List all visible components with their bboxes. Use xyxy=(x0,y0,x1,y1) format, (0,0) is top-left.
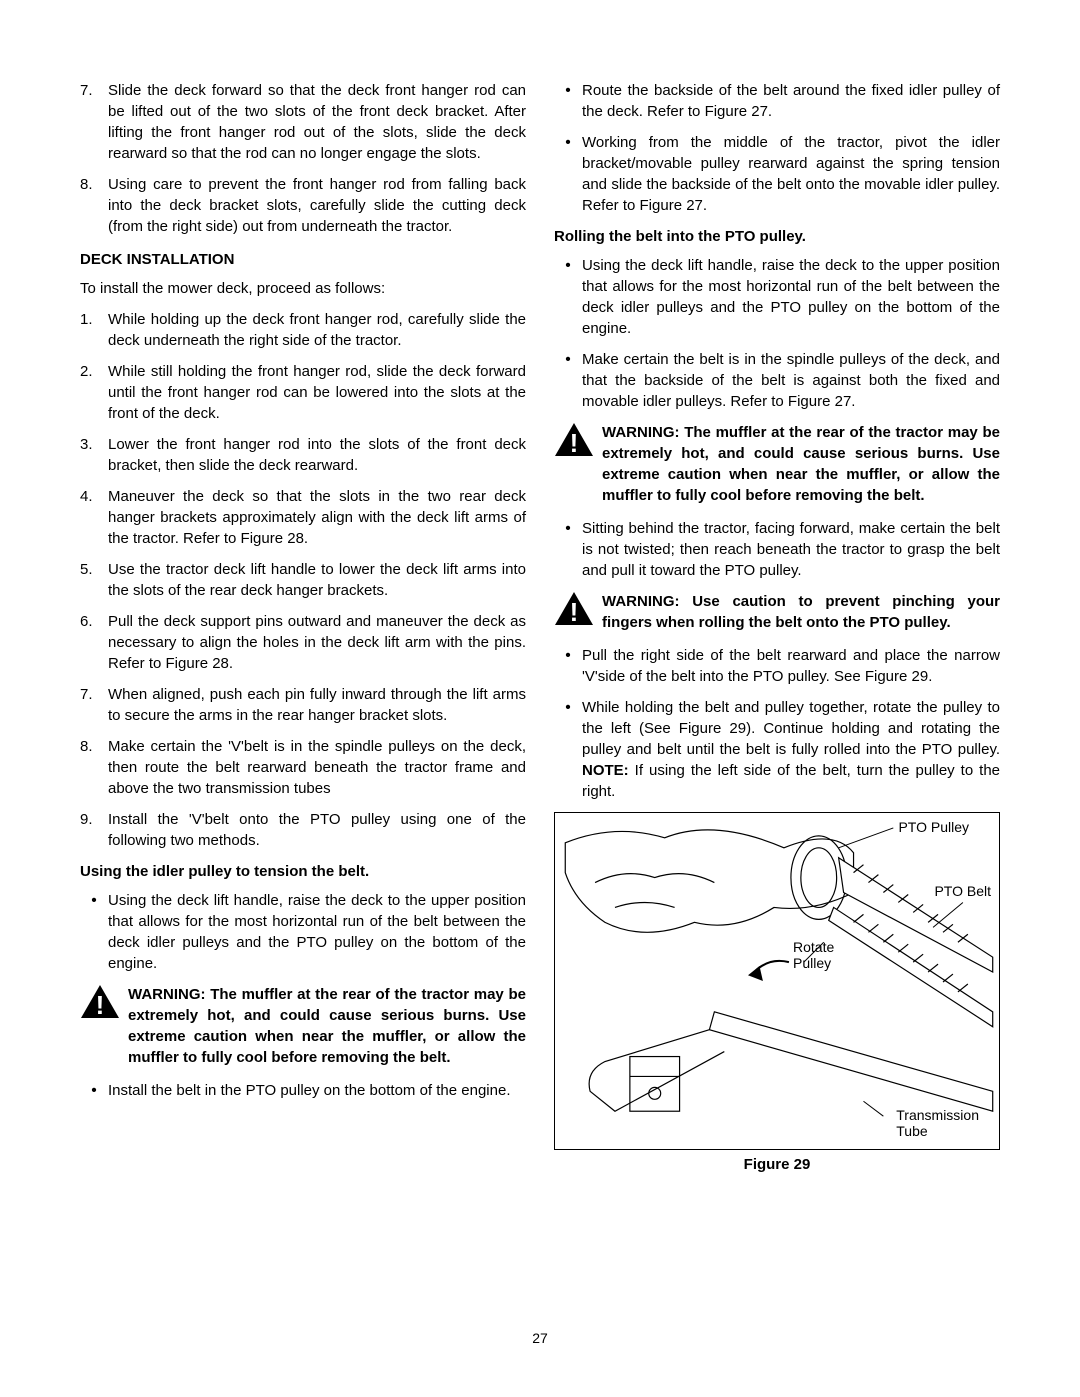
idler-bullets-1: •Using the deck lift handle, raise the d… xyxy=(80,890,526,974)
list-text: Route the backside of the belt around th… xyxy=(582,80,1000,122)
list-item: 1.While holding up the deck front hanger… xyxy=(80,309,526,351)
list-number: 4. xyxy=(80,486,108,549)
bullet-icon: • xyxy=(554,697,582,802)
bullet-icon: • xyxy=(554,518,582,581)
warning-block-3: ! WARNING: Use caution to prevent pinchi… xyxy=(554,591,1000,633)
bullet-icon: • xyxy=(80,890,108,974)
list-item: 6.Pull the deck support pins outward and… xyxy=(80,611,526,674)
label-pto-pulley: PTO Pulley xyxy=(898,819,969,835)
list-text: Maneuver the deck so that the slots in t… xyxy=(108,486,526,549)
rolling-bullets-3: •Pull the right side of the belt rearwar… xyxy=(554,645,1000,802)
warning-triangle-icon: ! xyxy=(554,422,602,506)
deck-installation-intro: To install the mower deck, proceed as fo… xyxy=(80,278,526,299)
list-number: 6. xyxy=(80,611,108,674)
bullet-icon: • xyxy=(80,1080,108,1101)
list-item: •Working from the middle of the tractor,… xyxy=(554,132,1000,216)
list-item: •Route the backside of the belt around t… xyxy=(554,80,1000,122)
bullet-icon: • xyxy=(554,645,582,687)
list-item: •Make certain the belt is in the spindle… xyxy=(554,349,1000,412)
list-number: 8. xyxy=(80,174,108,237)
warning-block-1: ! WARNING: The muffler at the rear of th… xyxy=(80,984,526,1068)
list-item: •Sitting behind the tractor, facing forw… xyxy=(554,518,1000,581)
list-number: 2. xyxy=(80,361,108,424)
right-column: •Route the backside of the belt around t… xyxy=(554,80,1000,1175)
list-item: 4.Maneuver the deck so that the slots in… xyxy=(80,486,526,549)
list-item: 3.Lower the front hanger rod into the sl… xyxy=(80,434,526,476)
label-transmission-tube: Transmission Tube xyxy=(896,1107,979,1139)
list-text: Install the belt in the PTO pulley on th… xyxy=(108,1080,526,1101)
list-item: 7.When aligned, push each pin fully inwa… xyxy=(80,684,526,726)
list-number: 7. xyxy=(80,684,108,726)
list-item: 5.Use the tractor deck lift handle to lo… xyxy=(80,559,526,601)
rolling-bullets-1: •Using the deck lift handle, raise the d… xyxy=(554,255,1000,412)
figure-caption: Figure 29 xyxy=(554,1154,1000,1175)
label-pto-belt: PTO Belt xyxy=(934,883,991,899)
page-number: 27 xyxy=(0,1329,1080,1349)
list-text: Pull the deck support pins outward and m… xyxy=(108,611,526,674)
rolling-bullets-2: •Sitting behind the tractor, facing forw… xyxy=(554,518,1000,581)
pto-diagram-svg xyxy=(555,813,999,1149)
warning-text: WARNING: The muffler at the rear of the … xyxy=(128,984,526,1068)
initial-numbered-list: 7.Slide the deck forward so that the dec… xyxy=(80,80,526,237)
figure-29: PTO Pulley PTO Belt Rotate Pulley Transm… xyxy=(554,812,1000,1150)
deck-installation-steps: 1.While holding up the deck front hanger… xyxy=(80,309,526,851)
list-text: While holding up the deck front hanger r… xyxy=(108,309,526,351)
svg-text:!: ! xyxy=(96,990,105,1020)
idler-heading: Using the idler pulley to tension the be… xyxy=(80,861,526,882)
list-text: Using the deck lift handle, raise the de… xyxy=(108,890,526,974)
list-text: Use the tractor deck lift handle to lowe… xyxy=(108,559,526,601)
list-text: Lower the front hanger rod into the slot… xyxy=(108,434,526,476)
left-column: 7.Slide the deck forward so that the dec… xyxy=(80,80,526,1175)
rolling-heading: Rolling the belt into the PTO pulley. xyxy=(554,226,1000,247)
bullet-icon: • xyxy=(554,255,582,339)
list-text: Make certain the belt is in the spindle … xyxy=(582,349,1000,412)
list-text: Make certain the 'V'belt is in the spind… xyxy=(108,736,526,799)
list-text: Slide the deck forward so that the deck … xyxy=(108,80,526,164)
idler-bullets-2: •Install the belt in the PTO pulley on t… xyxy=(80,1080,526,1101)
bullet-icon: • xyxy=(554,349,582,412)
list-text: Install the 'V'belt onto the PTO pulley … xyxy=(108,809,526,851)
list-text: Pull the right side of the belt rearward… xyxy=(582,645,1000,687)
list-text: Using care to prevent the front hanger r… xyxy=(108,174,526,237)
list-number: 8. xyxy=(80,736,108,799)
list-item: 7.Slide the deck forward so that the dec… xyxy=(80,80,526,164)
list-text: Working from the middle of the tractor, … xyxy=(582,132,1000,216)
deck-installation-heading: DECK INSTALLATION xyxy=(80,249,526,270)
warning-triangle-icon: ! xyxy=(80,984,128,1068)
warning-text: WARNING: The muffler at the rear of the … xyxy=(602,422,1000,506)
list-item: •Using the deck lift handle, raise the d… xyxy=(554,255,1000,339)
warning-triangle-icon: ! xyxy=(554,591,602,633)
list-text: Sitting behind the tractor, facing forwa… xyxy=(582,518,1000,581)
list-number: 1. xyxy=(80,309,108,351)
top-bullets: •Route the backside of the belt around t… xyxy=(554,80,1000,216)
list-item: 8.Using care to prevent the front hanger… xyxy=(80,174,526,237)
warning-text: WARNING: Use caution to prevent pinching… xyxy=(602,591,1000,633)
note-label: NOTE: xyxy=(582,762,629,779)
label-rotate-pulley: Rotate Pulley xyxy=(793,939,834,971)
list-number: 3. xyxy=(80,434,108,476)
list-number: 9. xyxy=(80,809,108,851)
list-item: 8.Make certain the 'V'belt is in the spi… xyxy=(80,736,526,799)
svg-text:!: ! xyxy=(570,597,579,627)
list-item: •Install the belt in the PTO pulley on t… xyxy=(80,1080,526,1101)
list-text: When aligned, push each pin fully inward… xyxy=(108,684,526,726)
bullet-icon: • xyxy=(554,80,582,122)
list-text: While holding the belt and pulley togeth… xyxy=(582,697,1000,802)
list-text: Using the deck lift handle, raise the de… xyxy=(582,255,1000,339)
list-number: 5. xyxy=(80,559,108,601)
warning-block-2: ! WARNING: The muffler at the rear of th… xyxy=(554,422,1000,506)
svg-text:!: ! xyxy=(570,428,579,458)
list-item: •While holding the belt and pulley toget… xyxy=(554,697,1000,802)
list-number: 7. xyxy=(80,80,108,164)
list-item: •Using the deck lift handle, raise the d… xyxy=(80,890,526,974)
list-item: 9.Install the 'V'belt onto the PTO pulle… xyxy=(80,809,526,851)
bullet-icon: • xyxy=(554,132,582,216)
list-item: 2.While still holding the front hanger r… xyxy=(80,361,526,424)
list-text: While still holding the front hanger rod… xyxy=(108,361,526,424)
list-item: •Pull the right side of the belt rearwar… xyxy=(554,645,1000,687)
